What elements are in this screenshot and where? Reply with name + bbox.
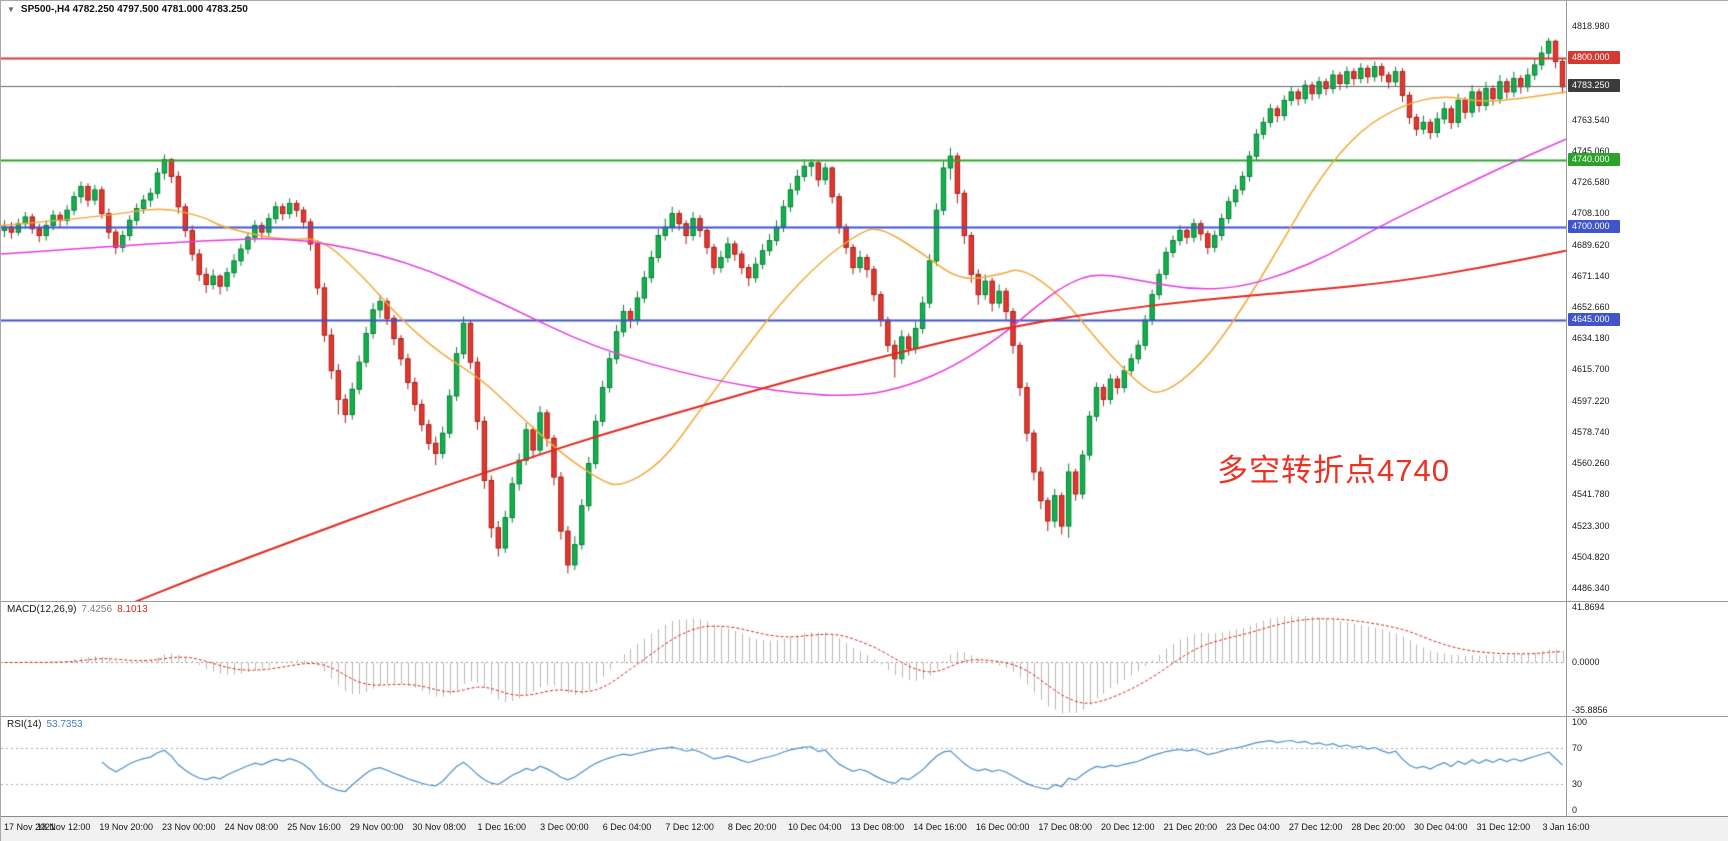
macd-name: MACD(12,26,9)	[7, 604, 77, 615]
time-axis-label: 3 Dec 00:00	[540, 822, 589, 832]
price-axis-label: 4818.980	[1572, 21, 1610, 32]
time-axis-label: 8 Dec 20:00	[727, 822, 777, 832]
rsi-value: 53.7353	[46, 719, 83, 730]
main-chart-canvas[interactable]	[1, 1, 1566, 601]
symbol-ohlc-title: SP500-,H4 4782.250 4797.500 4781.000 478…	[20, 4, 248, 15]
time-axis-label: 16 Dec 00:00	[975, 822, 1030, 832]
price-level-badge: 4740.000	[1568, 152, 1620, 166]
time-axis-label: 30 Nov 08:00	[412, 822, 466, 832]
price-axis-label: 4763.540	[1572, 114, 1610, 125]
time-axis-label: 30 Dec 04:00	[1414, 822, 1468, 832]
price-level-badge: 4700.000	[1568, 220, 1620, 234]
annotation-text[interactable]: 多空转折点4740	[1217, 453, 1450, 488]
time-axis-label: 18 Nov 12:00	[36, 822, 91, 832]
time-axis-label: 20 Dec 12:00	[1101, 822, 1155, 832]
price-axis-label: 4578.740	[1572, 426, 1610, 437]
time-axis-label: 29 Nov 00:00	[349, 822, 404, 832]
rsi-axis-label: 30	[1572, 778, 1583, 789]
time-axis-label: 19 Nov 20:00	[99, 822, 153, 832]
rsi-axis-label: 70	[1572, 743, 1583, 754]
price-level-badge: 4800.000	[1568, 51, 1620, 65]
collapse-chart-icon[interactable]: ▼	[7, 5, 15, 14]
time-axis-label: 27 Dec 12:00	[1288, 822, 1343, 832]
price-axis-label: 4671.140	[1572, 270, 1610, 281]
rsi-axis-label: 0	[1572, 805, 1578, 815]
price-axis-label: 4726.580	[1572, 177, 1610, 188]
macd-axis-label: 0.0000	[1572, 657, 1600, 668]
price-axis-label: 4486.340	[1572, 582, 1610, 593]
rsi-indicator-canvas[interactable]	[1, 716, 1566, 816]
price-axis-label: 4634.180	[1572, 333, 1610, 344]
time-axis-label: 23 Dec 04:00	[1226, 822, 1280, 832]
macd-value-main: 7.4256	[81, 604, 113, 615]
price-axis-label: 4504.820	[1572, 551, 1610, 562]
macd-indicator-canvas[interactable]	[1, 601, 1566, 716]
chart-title-bar: ▼ SP500-,H4 4782.250 4797.500 4781.000 4…	[7, 4, 248, 15]
price-axis-label: 4652.660	[1572, 302, 1610, 313]
time-axis-label: 7 Dec 12:00	[665, 822, 714, 832]
price-axis-label: 4523.300	[1572, 520, 1610, 531]
macd-value-signal: 8.1013	[117, 604, 148, 615]
price-axis-label: 4708.100	[1572, 208, 1610, 219]
rsi-panel-separator[interactable]	[1, 716, 1728, 717]
macd-axis-label: 41.8694	[1572, 602, 1605, 613]
time-axis-label: 31 Dec 12:00	[1476, 822, 1531, 832]
time-axis-label: 21 Dec 20:00	[1163, 822, 1218, 832]
macd-axis-label: -35.8856	[1572, 704, 1608, 715]
price-level-badge: 4645.000	[1568, 312, 1620, 326]
time-axis-label: 13 Dec 08:00	[850, 822, 905, 832]
time-axis-label: 3 Jan 16:00	[1542, 822, 1590, 832]
time-axis-label: 1 Dec 16:00	[477, 822, 527, 832]
time-axis-label: 10 Dec 04:00	[788, 822, 842, 832]
price-axis-label: 4560.260	[1572, 458, 1610, 469]
time-axis-label: 6 Dec 04:00	[602, 822, 652, 832]
price-level-badge: 4783.250	[1568, 79, 1620, 93]
price-axis-label: 4541.780	[1572, 489, 1610, 500]
rsi-label: RSI(14) 53.7353	[7, 719, 83, 730]
price-axis-label: 4745.060	[1572, 145, 1610, 156]
time-axis-label: 17 Dec 08:00	[1038, 822, 1092, 832]
time-axis-label: 25 Nov 16:00	[287, 822, 341, 832]
price-axis-label: 4689.620	[1572, 239, 1610, 250]
time-axis-label: 14 Dec 16:00	[913, 822, 967, 832]
rsi-name: RSI(14)	[7, 719, 42, 730]
time-axis-label: 23 Nov 00:00	[162, 822, 216, 832]
time-axis-label: 24 Nov 08:00	[224, 822, 279, 832]
price-axis-label: 4615.700	[1572, 364, 1610, 375]
time-axis[interactable]: 17 Nov 2021 18 Nov 12:00 19 Nov 20:00 23 No…	[1, 816, 1728, 841]
time-axis-label: 28 Dec 20:00	[1351, 822, 1405, 832]
price-axis[interactable]: 4818.980 4763.540 4745.060 4726.580 4708.100…	[1566, 1, 1728, 841]
rsi-axis-label: 100	[1572, 717, 1588, 727]
time-axis-label: 17 Nov 2021	[4, 822, 56, 832]
macd-label: MACD(12,26,9) 7.4256 8.1013	[7, 604, 148, 615]
macd-panel-separator[interactable]	[1, 601, 1728, 602]
price-axis-label: 4597.220	[1572, 395, 1610, 406]
